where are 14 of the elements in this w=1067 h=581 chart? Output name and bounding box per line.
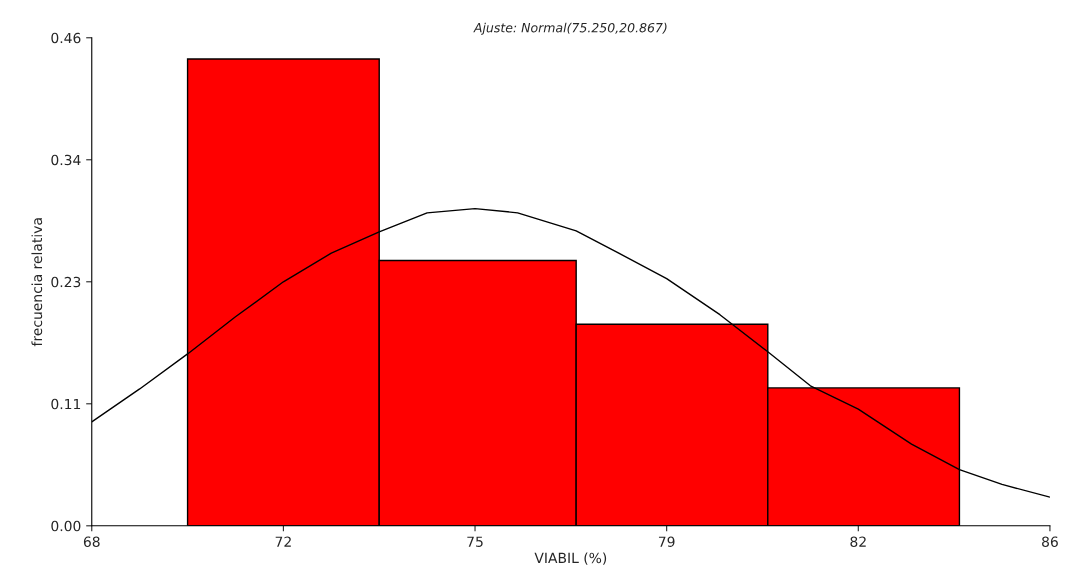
y-tick-label: 0.00 [51, 520, 81, 532]
x-axis-title: VIABIL (%) [534, 552, 607, 565]
y-axis-title: frecuencia relativa [31, 218, 43, 347]
chart-title: Ajuste: Normal(75.250,20.867) [473, 22, 667, 35]
x-tick-label: 79 [658, 536, 675, 547]
x-tick-label: 72 [275, 536, 291, 547]
y-tick-label: 0.46 [51, 32, 81, 44]
x-tick-label: 82 [850, 536, 866, 547]
y-tick-label: 0.34 [51, 154, 81, 166]
x-tick-label: 86 [1042, 536, 1058, 547]
y-tick-label: 0.11 [51, 398, 81, 410]
x-tick-label: 75 [467, 536, 483, 547]
x-tick-label: 68 [83, 536, 100, 547]
y-tick-label: 0.23 [51, 276, 81, 288]
